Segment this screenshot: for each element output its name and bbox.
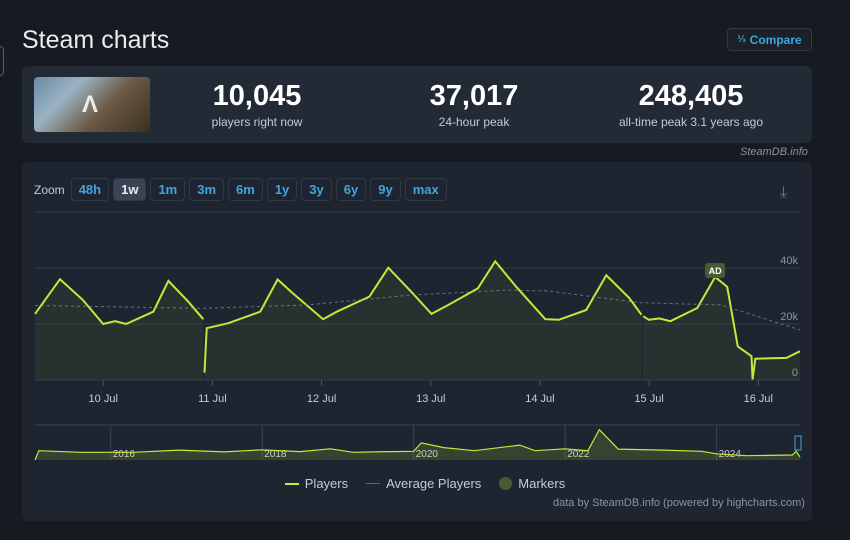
navigator-tick-label: 2016	[113, 449, 136, 460]
marker-label: AD	[709, 266, 722, 276]
chart-credits[interactable]: data by SteamDB.info (powered by highcha…	[553, 497, 805, 509]
page-title: Steam charts	[22, 26, 170, 54]
players-line	[642, 275, 801, 380]
zoom-1m[interactable]: 1m	[150, 178, 186, 201]
players-line	[34, 277, 205, 326]
players-area	[643, 277, 800, 380]
x-tick-label: 16 Jul	[744, 393, 773, 405]
players-area	[35, 279, 204, 380]
stat-24h-peak: 37,017 24-hour peak	[374, 80, 574, 129]
navigator-area	[35, 429, 800, 460]
average-players-line	[34, 289, 801, 331]
navigator-line	[34, 428, 801, 461]
players-area	[204, 261, 642, 380]
stat-label: all-time peak 3.1 years ago	[618, 115, 764, 129]
stats-panel: Λ 10,045 players right now 37,017 24-hou…	[22, 66, 812, 143]
marker-badge	[705, 263, 726, 278]
y-tick-label: 40k	[780, 255, 798, 267]
zoom-1w[interactable]: 1w	[113, 178, 147, 201]
compare-button[interactable]: ⅓ Compare	[727, 28, 812, 51]
zoom-3m[interactable]: 3m	[189, 178, 225, 201]
y-tick-label: 20k	[780, 311, 798, 323]
zoom-48h[interactable]: 48h	[70, 178, 110, 201]
x-tick-label: 10 Jul	[89, 393, 118, 405]
stat-label: 24-hour peak	[438, 115, 510, 129]
x-tick-label: 13 Jul	[416, 393, 445, 405]
navigator-tick-label: 2022	[567, 449, 590, 460]
navigator-tick-label: 2018	[264, 449, 287, 460]
navigator-handle[interactable]	[794, 435, 802, 451]
zoom-9y[interactable]: 9y	[370, 178, 401, 201]
stat-value: 10,045	[212, 80, 302, 112]
stat-label: players right now	[211, 115, 303, 129]
chart-legend: Players Average Players Markers	[0, 476, 850, 491]
players-line	[203, 259, 643, 373]
zoom-6m[interactable]: 6m	[228, 178, 263, 201]
stat-all-time-peak: 248,405 all-time peak 3.1 years ago	[591, 80, 791, 129]
x-tick-label: 14 Jul	[525, 393, 554, 405]
zoom-selector: Zoom 48h 1w 1m 3m 6m 1y 3y 6y 9y max	[34, 178, 447, 201]
stat-value: 248,405	[638, 80, 744, 112]
chart-panel: Zoom 48h 1w 1m 3m 6m 1y 3y 6y 9y max ⤓	[22, 162, 812, 521]
zoom-label: Zoom	[34, 182, 65, 197]
zoom-3y[interactable]: 3y	[301, 178, 332, 201]
stat-players-now: 10,045 players right now	[157, 80, 357, 129]
download-icon[interactable]: ⤓	[780, 184, 788, 201]
legend-item-average[interactable]: Average Players	[366, 476, 481, 491]
compare-label: Compare	[749, 32, 802, 47]
zoom-6y[interactable]: 6y	[335, 178, 367, 201]
navigator-tick-label: 2020	[416, 449, 439, 460]
x-tick-label: 15 Jul	[634, 393, 663, 405]
legend-item-players[interactable]: Players	[284, 476, 348, 491]
zoom-1y[interactable]: 1y	[266, 178, 298, 201]
steamdb-credit[interactable]: SteamDB.info	[740, 146, 808, 158]
compare-icon: ⅓	[737, 34, 746, 45]
stat-value: 37,017	[429, 80, 519, 112]
y-tick-label: 0	[792, 367, 798, 379]
x-tick-label: 12 Jul	[307, 393, 336, 405]
legend-item-markers[interactable]: Markers	[499, 476, 565, 491]
zoom-max[interactable]: max	[404, 178, 447, 201]
game-thumbnail[interactable]: Λ	[34, 77, 150, 132]
x-tick-label: 11 Jul	[198, 393, 227, 405]
